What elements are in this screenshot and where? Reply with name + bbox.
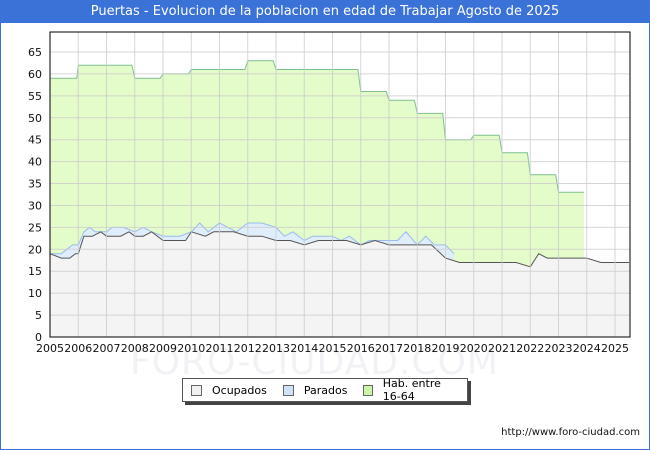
svg-text:2015: 2015 [319, 342, 347, 355]
legend-swatch-parados [282, 384, 294, 396]
svg-text:30: 30 [28, 199, 42, 212]
svg-text:35: 35 [28, 178, 42, 191]
svg-text:2023: 2023 [545, 342, 573, 355]
svg-text:2008: 2008 [121, 342, 149, 355]
legend-label-ocupados: Ocupados [212, 383, 267, 397]
svg-text:2018: 2018 [403, 342, 431, 355]
svg-text:0: 0 [35, 331, 42, 344]
svg-text:2007: 2007 [93, 342, 121, 355]
svg-text:20: 20 [28, 243, 42, 256]
svg-text:2013: 2013 [262, 342, 290, 355]
legend-swatch-ocupados [191, 384, 202, 396]
legend-item-ocupados: Ocupados [191, 384, 267, 397]
watermark: FORO-CIUDAD.COM [130, 342, 499, 383]
svg-text:2010: 2010 [177, 342, 205, 355]
area-ocupados [50, 231, 630, 337]
legend-label-parados: Parados [303, 383, 348, 397]
svg-text:2024: 2024 [573, 342, 601, 355]
svg-text:10: 10 [28, 287, 42, 300]
svg-text:5: 5 [35, 309, 42, 322]
svg-text:2022: 2022 [516, 342, 544, 355]
svg-text:2012: 2012 [234, 342, 262, 355]
svg-text:2009: 2009 [149, 342, 177, 355]
legend-label-hab: Hab. entre 16-64 [382, 377, 441, 403]
svg-text:15: 15 [28, 265, 42, 278]
svg-text:2021: 2021 [488, 342, 516, 355]
svg-text:40: 40 [28, 156, 42, 169]
chart-title: Puertas - Evolucion de la poblacion en e… [0, 0, 650, 23]
svg-text:2019: 2019 [432, 342, 460, 355]
svg-text:2005: 2005 [36, 342, 64, 355]
svg-text:55: 55 [28, 90, 42, 103]
svg-text:2025: 2025 [601, 342, 629, 355]
legend: Ocupados Parados Hab. entre 16-64 [182, 377, 468, 403]
svg-text:65: 65 [28, 46, 42, 59]
svg-text:2011: 2011 [206, 342, 234, 355]
legend-item-parados: Parados [282, 383, 348, 397]
svg-text:50: 50 [28, 112, 42, 125]
svg-text:2017: 2017 [375, 342, 403, 355]
svg-text:25: 25 [28, 221, 42, 234]
legend-swatch-hab [363, 384, 373, 396]
svg-text:2014: 2014 [290, 342, 318, 355]
footer-url[interactable]: http://www.foro-ciudad.com [501, 427, 640, 438]
svg-text:2020: 2020 [460, 342, 488, 355]
svg-text:2006: 2006 [64, 342, 92, 355]
svg-text:60: 60 [28, 68, 42, 81]
legend-item-hab: Hab. entre 16-64 [363, 377, 459, 403]
svg-text:45: 45 [28, 134, 42, 147]
svg-text:2016: 2016 [347, 342, 375, 355]
